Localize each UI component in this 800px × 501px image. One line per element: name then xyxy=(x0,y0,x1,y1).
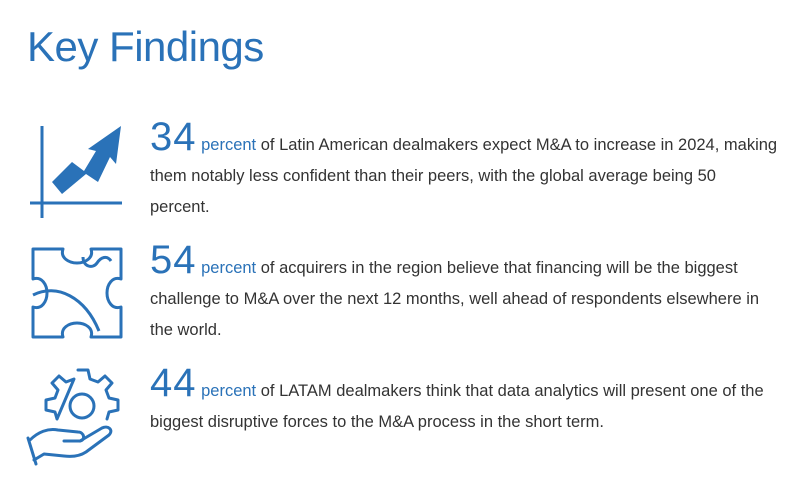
finding-description: of Latin American dealmakers expect M&A … xyxy=(150,136,778,216)
growth-chart-icon xyxy=(30,126,122,218)
finding-text: 54 percent of acquirers in the region be… xyxy=(150,240,780,346)
puzzle-piece-icon xyxy=(31,247,123,339)
finding-text: 34 percent of Latin American dealmakers … xyxy=(150,117,780,223)
finding-description: of LATAM dealmakers think that data anal… xyxy=(150,382,764,431)
finding-description: of acquirers in the region believe that … xyxy=(150,259,760,339)
finding-unit: percent xyxy=(201,382,257,400)
finding-number: 44 xyxy=(150,361,197,405)
finding-unit: percent xyxy=(201,259,257,277)
finding-unit: percent xyxy=(201,136,257,154)
page-title: Key Findings xyxy=(27,23,264,70)
finding-text: 44 percent of LATAM dealmakers think tha… xyxy=(150,363,780,438)
finding-number: 34 xyxy=(150,115,197,159)
finding-number: 54 xyxy=(150,238,197,282)
gear-in-hand-icon xyxy=(26,368,120,466)
